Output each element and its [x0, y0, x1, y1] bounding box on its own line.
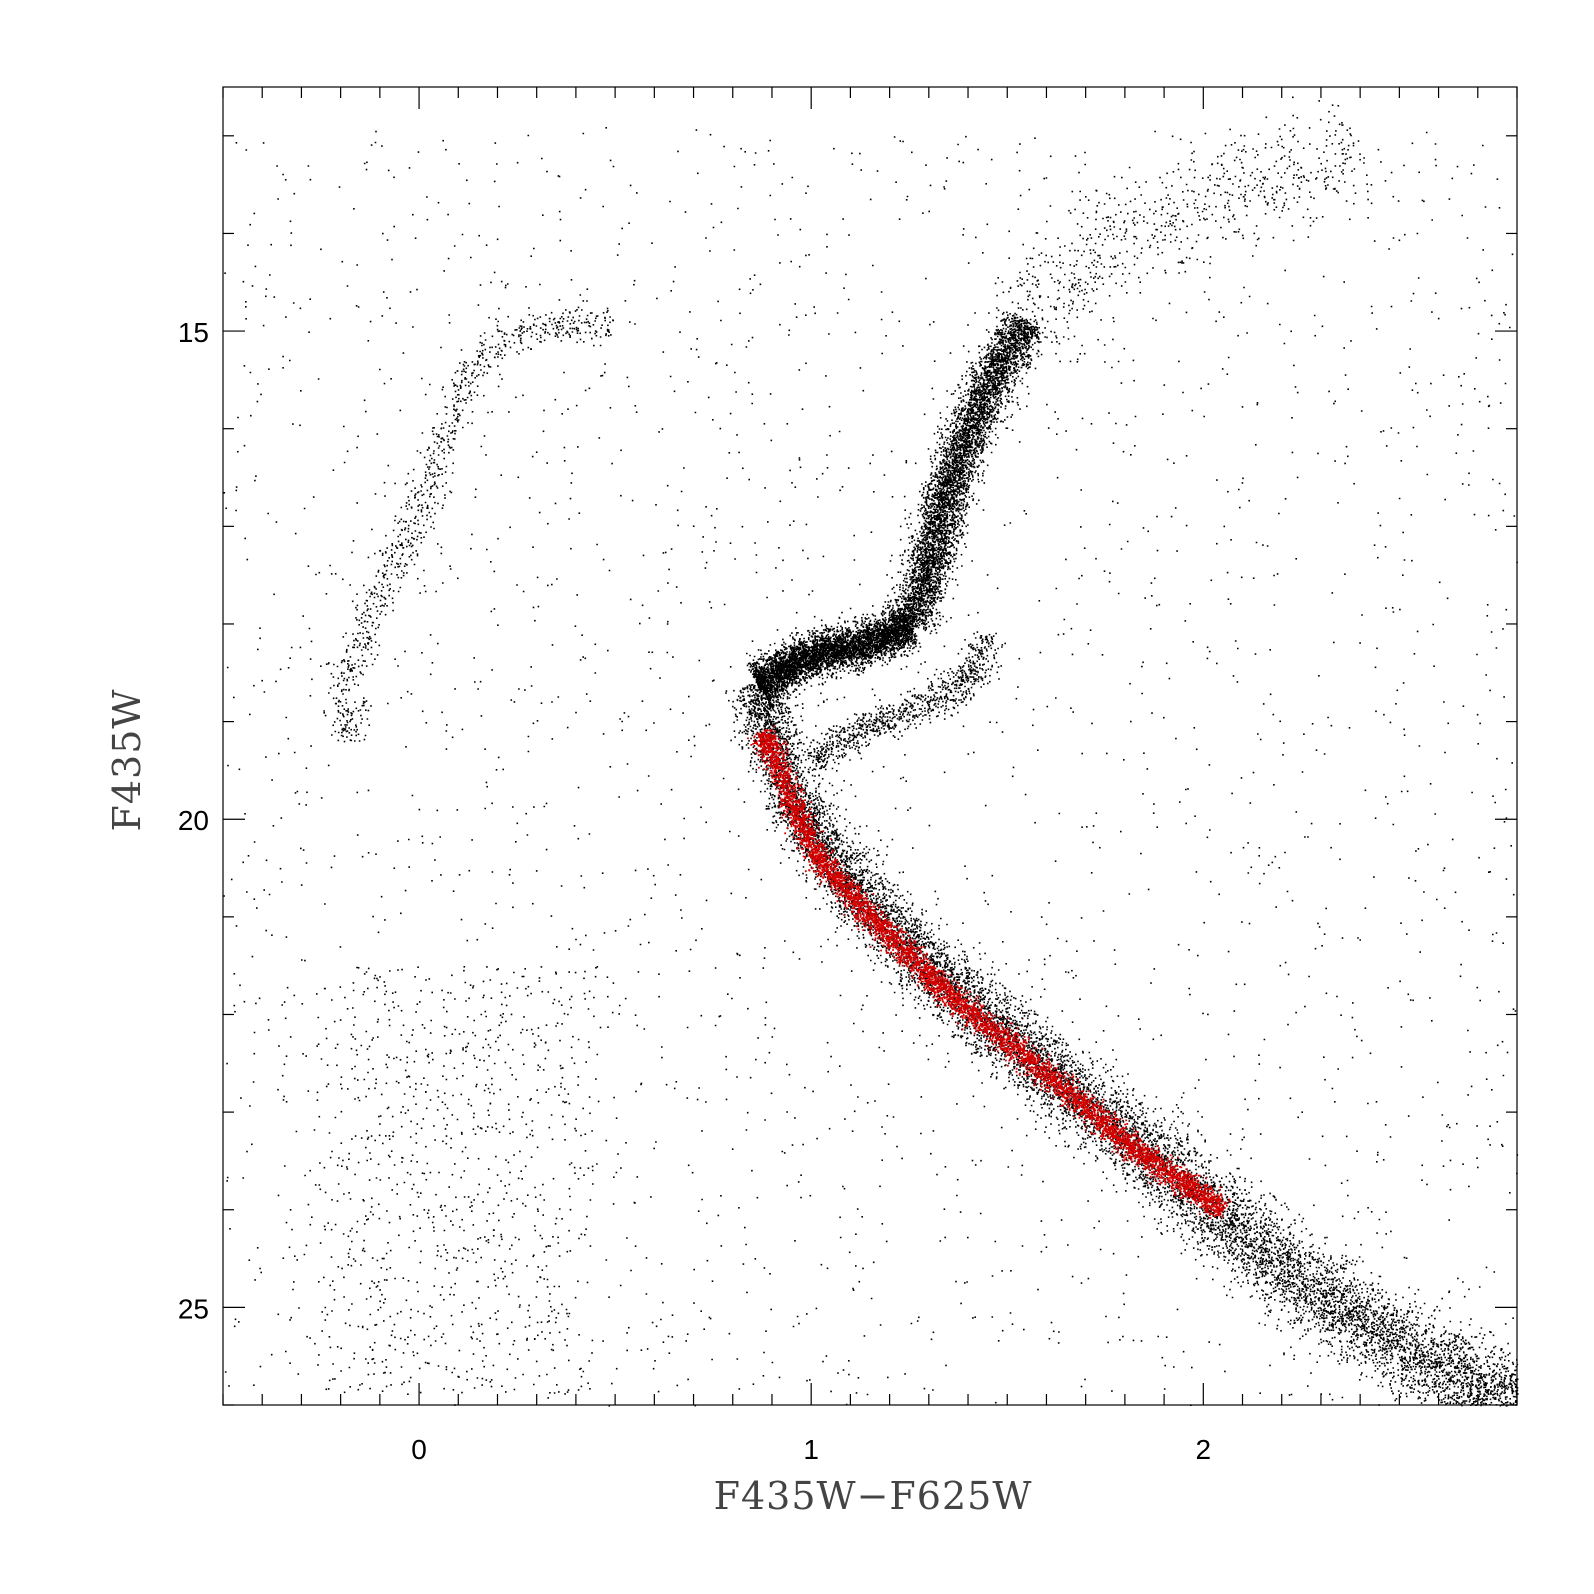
x-axis-label: F435W−F625W — [714, 1474, 1033, 1518]
y-tick-label: 25 — [178, 1293, 209, 1324]
tick-marks-layer — [222, 87, 1518, 1406]
x-tick-label: 1 — [803, 1434, 819, 1465]
y-tick-label: 20 — [178, 805, 209, 836]
x-tick-label: 2 — [1196, 1434, 1212, 1465]
plot-frame — [222, 86, 1518, 1406]
tick-labels-layer: 0 1 2 15 20 25 — [178, 317, 1211, 1465]
y-tick-label: 15 — [178, 317, 209, 348]
y-axis-label: F435W — [105, 689, 149, 832]
x-tick-label: 0 — [411, 1434, 427, 1465]
